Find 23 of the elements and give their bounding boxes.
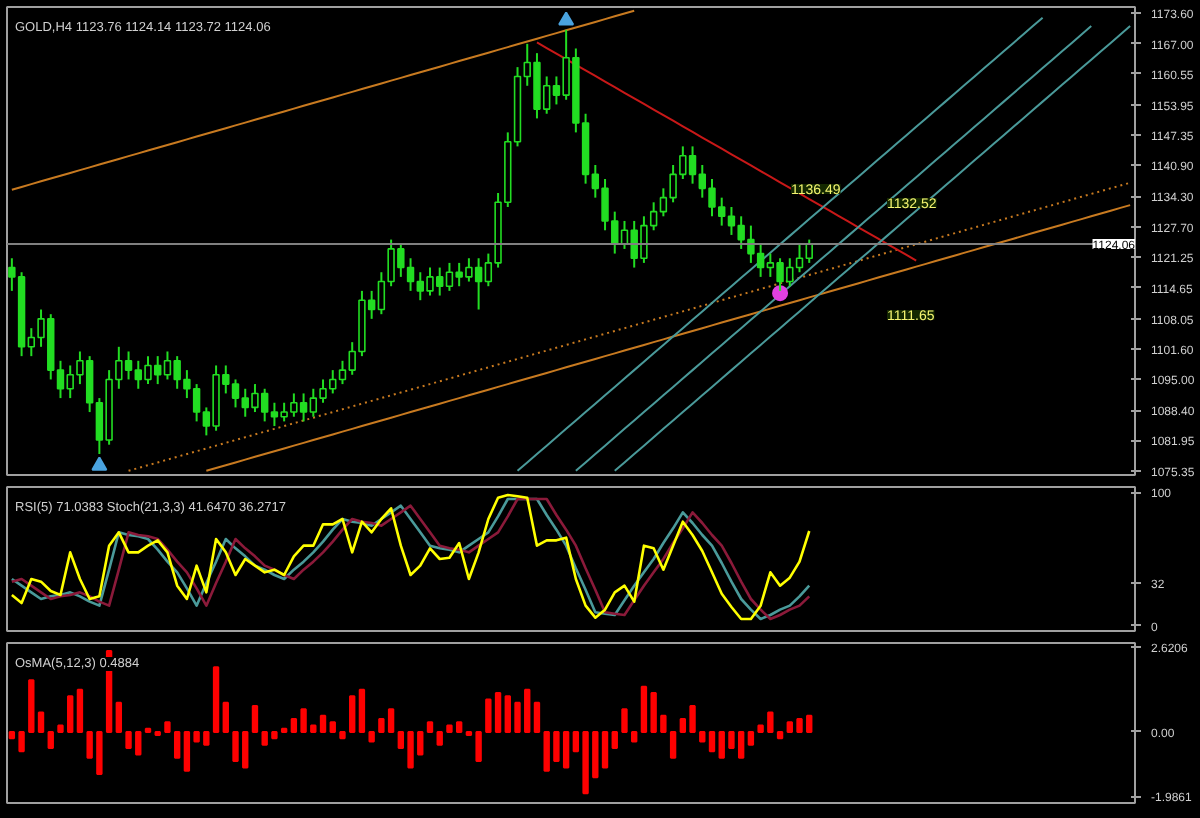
bar bbox=[601, 730, 609, 769]
bar bbox=[426, 721, 434, 733]
bar bbox=[37, 711, 45, 733]
bar bbox=[319, 714, 327, 733]
line-series bbox=[516, 16, 1044, 472]
bar bbox=[339, 730, 346, 740]
bar bbox=[533, 701, 541, 733]
point bbox=[772, 285, 789, 302]
bar bbox=[212, 666, 220, 733]
bar bbox=[368, 730, 375, 743]
bar bbox=[222, 701, 229, 733]
line-series bbox=[127, 181, 1132, 472]
bar bbox=[28, 679, 35, 733]
bar bbox=[708, 730, 716, 753]
bar bbox=[251, 705, 259, 733]
line-series bbox=[10, 9, 636, 191]
bar bbox=[329, 721, 336, 733]
bar bbox=[349, 695, 356, 733]
point bbox=[558, 11, 575, 26]
bar bbox=[358, 688, 366, 733]
point bbox=[91, 456, 108, 471]
bar bbox=[115, 701, 123, 733]
bar bbox=[76, 688, 84, 733]
